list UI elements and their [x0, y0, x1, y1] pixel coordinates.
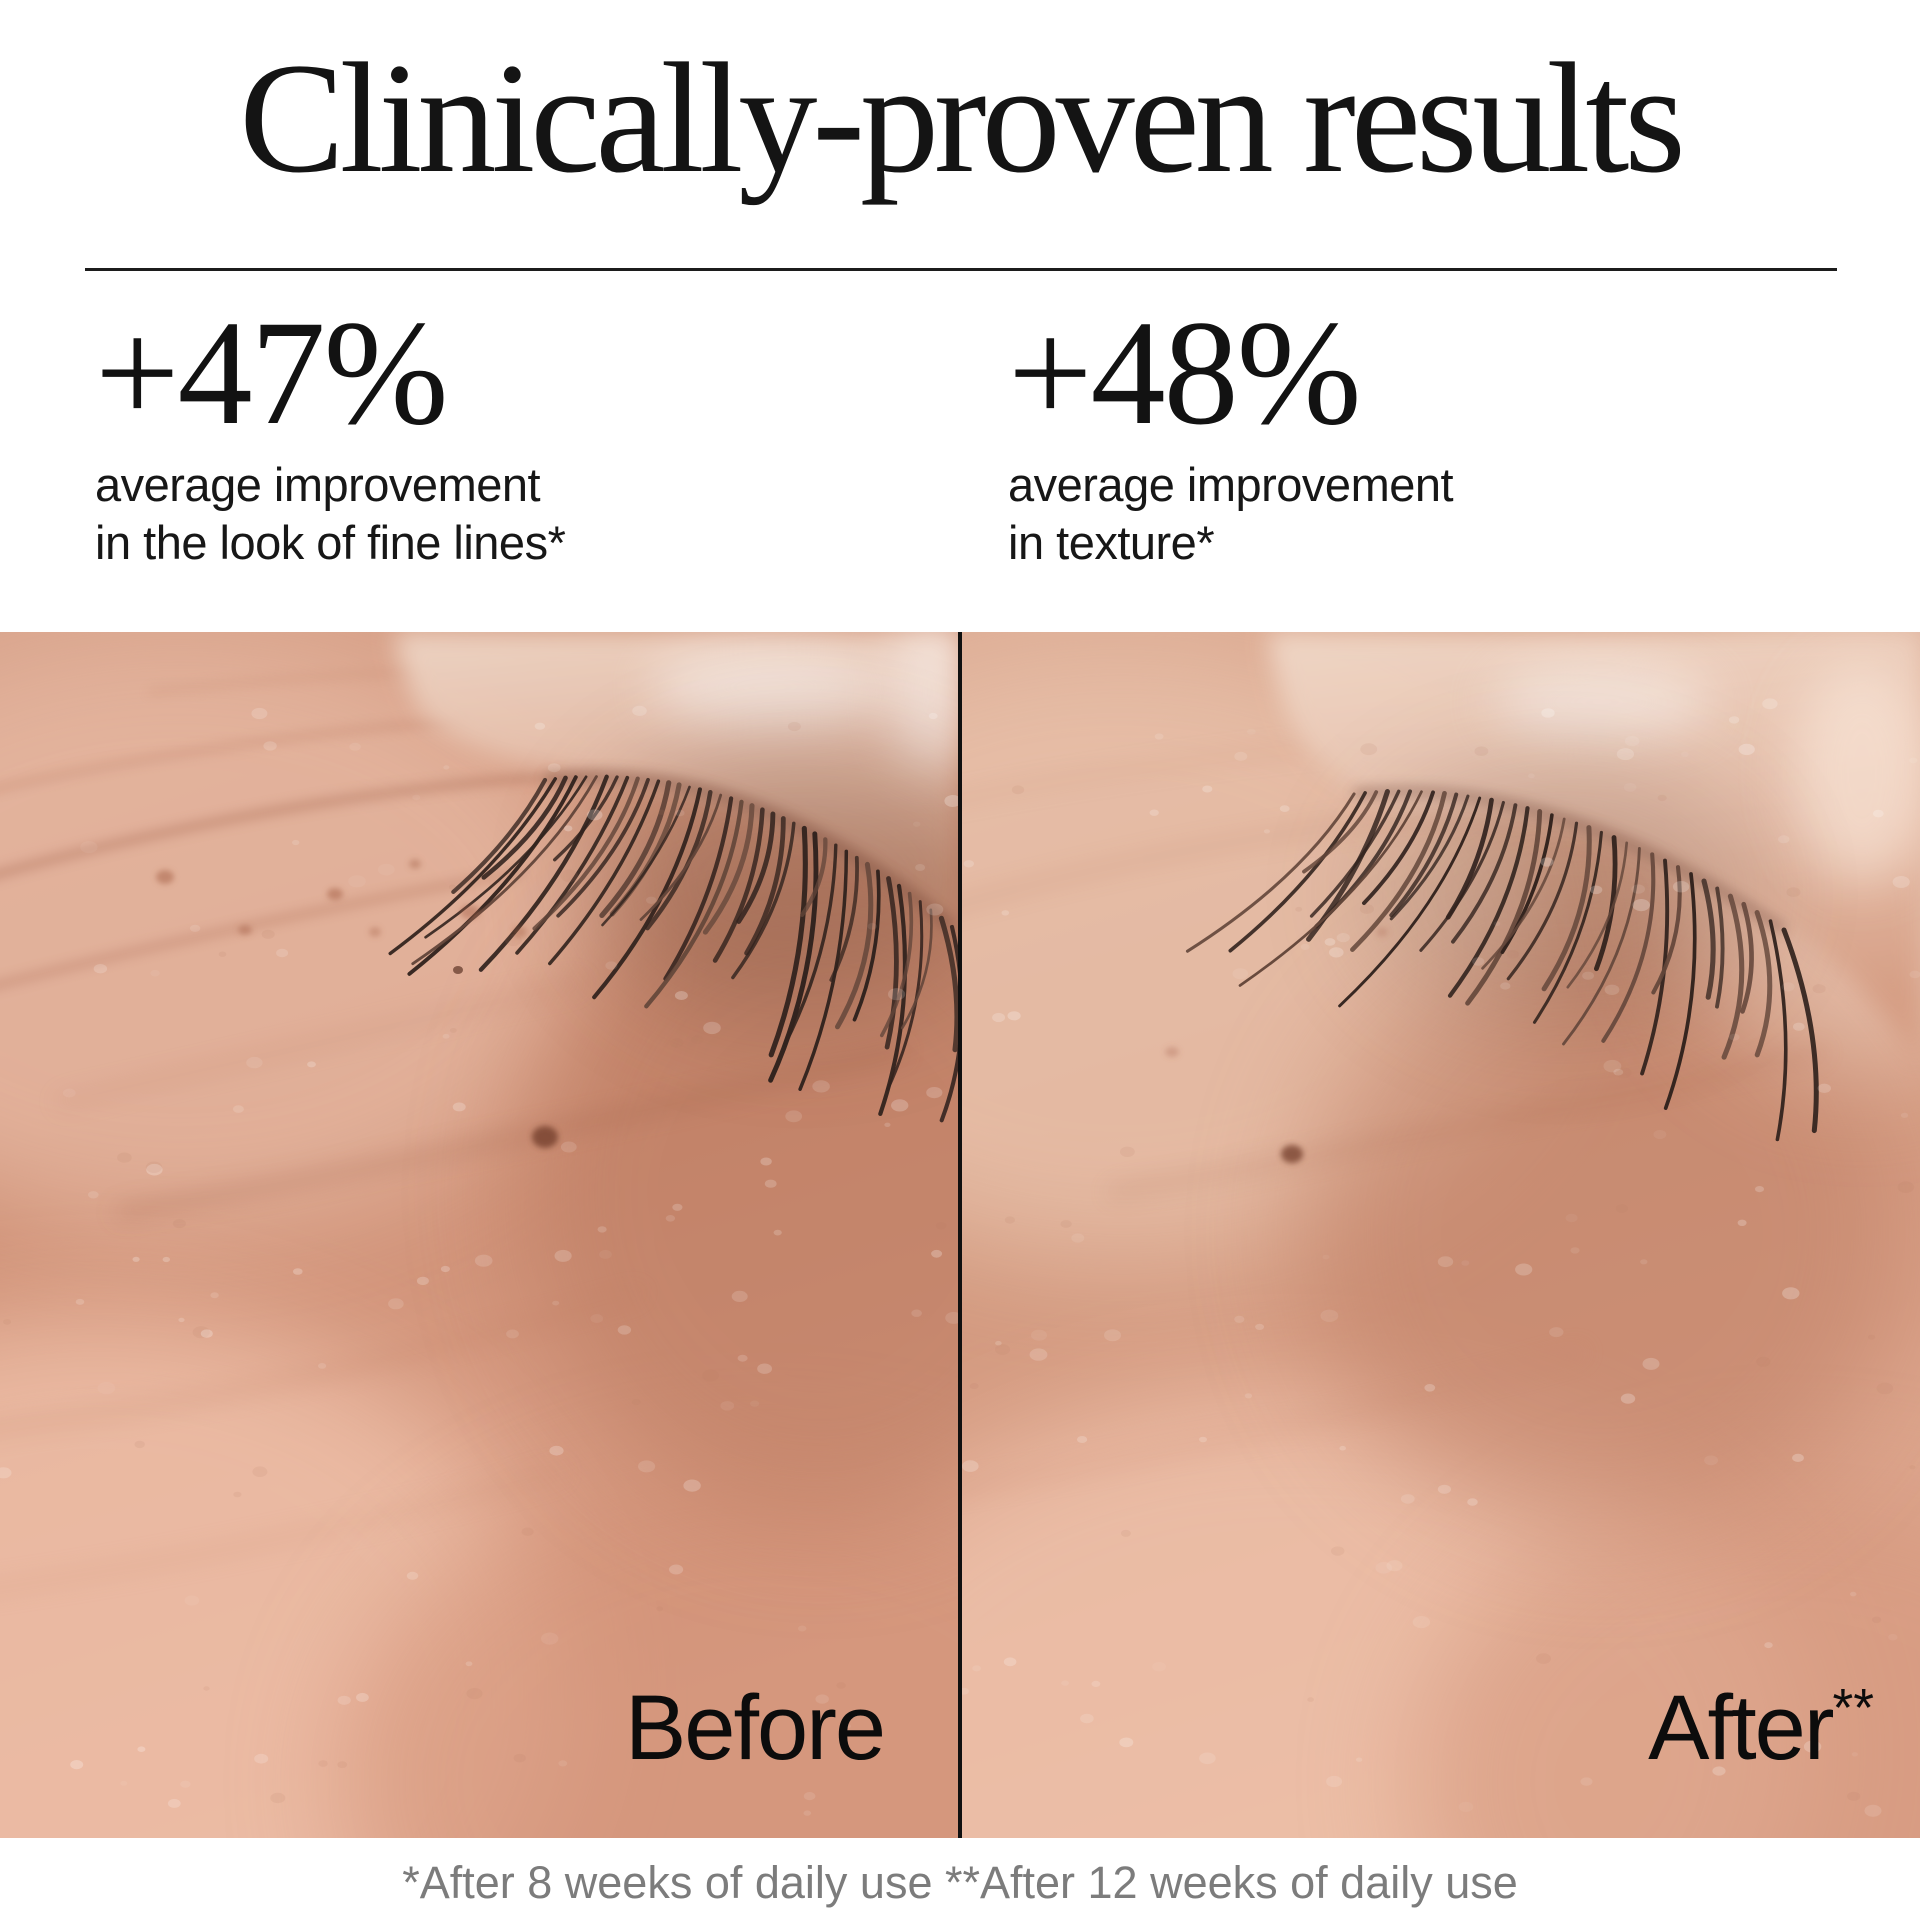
- faint-freckles: [1165, 927, 1388, 1057]
- skin-texture-speckles: [962, 698, 1920, 1817]
- before-after-comparison: Before: [0, 632, 1920, 1838]
- mole: [1281, 1145, 1303, 1163]
- after-photo: After**: [962, 632, 1920, 1838]
- stat-texture: +48% average improvement in texture*: [1008, 290, 1454, 572]
- stat-texture-desc: average improvement in texture*: [1008, 456, 1454, 572]
- before-photo: Before: [0, 632, 958, 1838]
- eyelid-shape: [1262, 632, 1920, 1062]
- footnote: *After 8 weeks of daily use **After 12 w…: [402, 1857, 1518, 1908]
- stat-texture-desc-line1: average improvement: [1008, 458, 1454, 511]
- skin-tan-patch: [340, 1462, 958, 1838]
- after-label: After**: [1648, 1682, 1874, 1774]
- skin-shadow-patch: [1302, 932, 1902, 1532]
- lid-margin-line: [544, 770, 956, 932]
- stat-fine-lines-desc: average improvement in the look of fine …: [95, 456, 566, 572]
- small-dark-spot: [453, 966, 463, 974]
- stat-fine-lines-desc-line2: in the look of fine lines*: [95, 516, 566, 569]
- corner-shine: [1792, 662, 1920, 882]
- photo-divider-line: [958, 632, 962, 1838]
- after-label-text: After: [1648, 1677, 1834, 1779]
- eyelid-shine: [1492, 664, 1712, 740]
- skin-tan-patch: [1412, 1482, 1920, 1838]
- stat-fine-lines-desc-line1: average improvement: [95, 458, 541, 511]
- before-photo-art: [0, 632, 958, 1838]
- corner-shine: [890, 632, 958, 772]
- before-label: Before: [624, 1677, 886, 1779]
- eyelashes: [388, 774, 958, 1123]
- after-photo-art: [962, 632, 1920, 1838]
- lid-margin-line: [1353, 786, 1787, 935]
- under-lash-shadow: [1362, 762, 1762, 1022]
- stat-fine-lines: +47% average improvement in the look of …: [95, 290, 566, 572]
- freckles: [156, 859, 527, 938]
- skin-texture-speckles: [0, 705, 958, 1816]
- after-footnote-marker: **: [1832, 1678, 1874, 1738]
- stat-texture-desc-line2: in texture*: [1008, 516, 1215, 569]
- eyelashes: [1185, 789, 1819, 1142]
- stat-fine-lines-value: +47%: [95, 290, 449, 456]
- title-divider: [85, 268, 1837, 271]
- skin-shadow-patch: [520, 862, 958, 1522]
- page-title: Clinically-proven results: [239, 31, 1686, 206]
- stat-texture-value: +48%: [1008, 290, 1362, 456]
- eyelid-shine: [650, 647, 890, 727]
- mole: [532, 1126, 558, 1148]
